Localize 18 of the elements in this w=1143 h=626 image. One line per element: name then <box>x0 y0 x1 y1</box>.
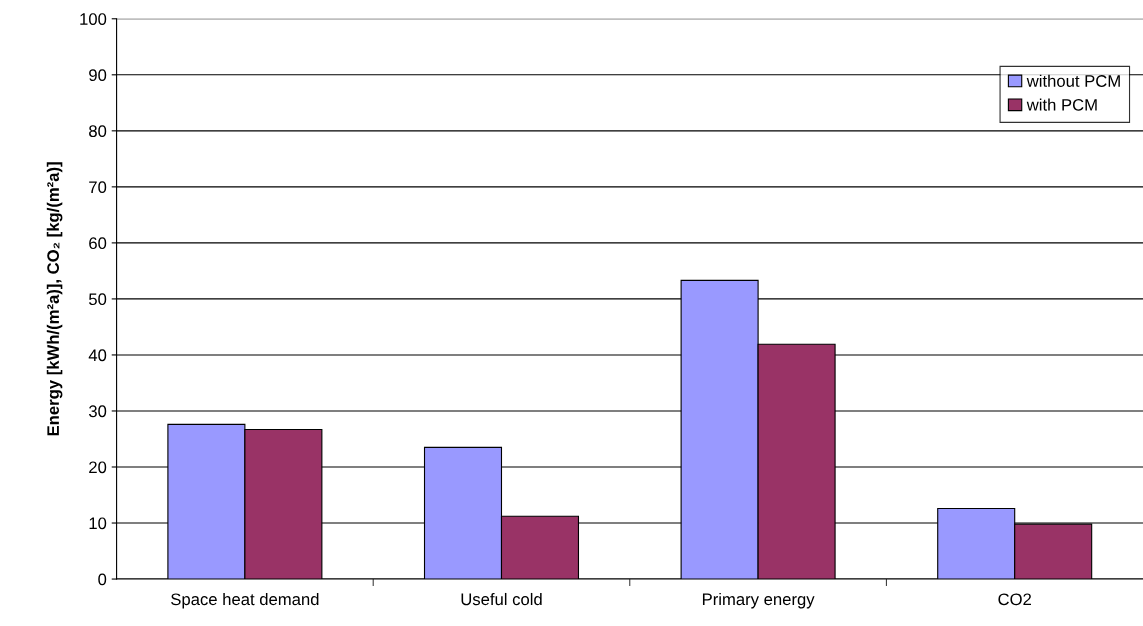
x-tick-label: CO2 <box>998 593 1031 606</box>
x-tick-label: Space heat demand <box>171 592 319 609</box>
x-tick-label: Useful cold <box>461 592 542 606</box>
legend-label: with PCM <box>1026 98 1097 111</box>
y-tick-label: 90 <box>89 69 107 82</box>
y-tick-label: 10 <box>89 517 107 530</box>
y-tick-label: 20 <box>89 461 107 474</box>
y-tick-label: 50 <box>88 293 107 306</box>
y-tick-label: 70 <box>89 181 107 194</box>
y-tick-label: 80 <box>89 125 107 138</box>
legend-label: without PCM <box>1026 74 1120 87</box>
y-tick-label: 0 <box>98 573 107 586</box>
y-axis-title: Energy [kWh/(m²a)], CO₂ [kg/(m²a)] <box>46 162 63 436</box>
y-tick-label: 100 <box>80 13 107 25</box>
x-tick-label: Primary energy <box>702 592 815 609</box>
y-tick-label: 40 <box>88 349 107 362</box>
y-tick-label: 60 <box>89 237 107 250</box>
y-tick-label: 30 <box>88 405 107 418</box>
